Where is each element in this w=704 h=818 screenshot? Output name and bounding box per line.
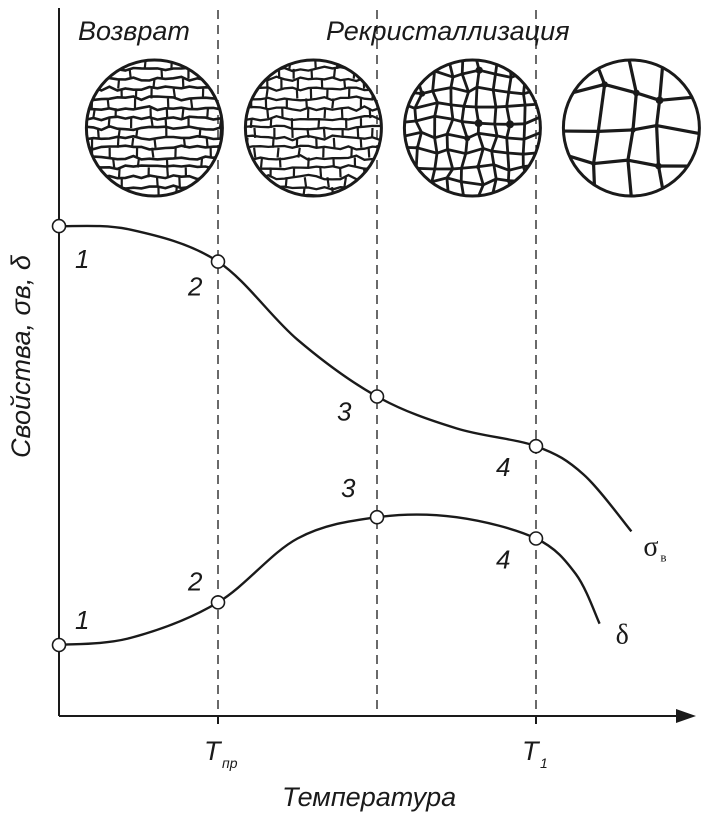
x-tick-label-0: T [204,736,223,766]
series-0-point-3 [369,389,385,404]
x-axis-arrowhead [676,709,696,723]
series-curves [58,224,633,647]
microstructure-outline [561,58,701,198]
stage-label-recovery: Возврат [78,16,190,46]
series-1-point-1 [51,637,67,653]
microstructure-outline [84,58,224,198]
series-name-sub-0: в [660,549,666,564]
microstructure-grain-growth [561,58,701,198]
chart-labels: Возврат Рекристаллизация Температура Сво… [6,16,667,812]
series-0-point-2 [210,254,226,269]
axes [58,8,696,723]
microstructure-recovery [243,58,383,198]
series-0-point-4 [528,438,544,454]
x-tick-label-1: T [522,736,541,766]
stage-boundaries [217,10,537,716]
microstructure-outline [402,58,542,198]
data-points [51,218,544,653]
series-name-1: δ [616,620,629,651]
x-axis-label: Температура [282,782,456,812]
series-0-point-label-4: 4 [496,452,510,482]
series-0-point-label-2: 2 [187,272,203,302]
microstructure-primary-recrystallization [402,58,542,198]
series-0-point-1 [51,218,67,234]
series-1-point-2 [210,595,226,610]
series-1-point-label-3: 3 [341,473,356,503]
stage-label-recrystallization: Рекристаллизация [326,16,570,46]
series-line-1 [58,513,601,647]
series-0-point-label-3: 3 [337,397,352,427]
x-tick-sub-1: 1 [540,755,548,771]
y-axis-label: Свойства, σв, δ [6,254,36,458]
series-name-0: σ [643,531,658,562]
x-tick-sub-0: пр [222,755,238,771]
series-1-point-4 [528,531,544,546]
series-1-point-label-2: 2 [187,566,203,596]
microstructure-images [84,58,701,198]
microstructure-deformed [84,58,224,198]
series-1-point-3 [369,509,385,525]
series-1-point-label-4: 4 [496,545,510,575]
microstructure-outline [243,58,383,198]
series-0-point-label-1: 1 [75,244,89,274]
series-1-point-label-1: 1 [75,605,89,635]
